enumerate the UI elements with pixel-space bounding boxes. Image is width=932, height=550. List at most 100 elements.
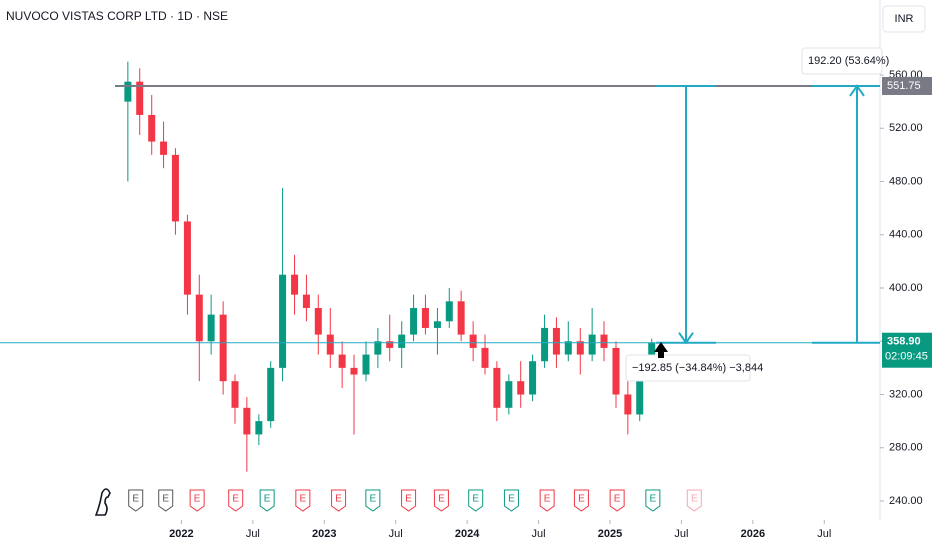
candle-body [267, 367, 275, 422]
event-marker[interactable] [158, 489, 174, 512]
y-tick-label: 240.00 [889, 495, 923, 507]
event-label: E [614, 494, 621, 505]
candle-body [529, 361, 537, 395]
candle-body [552, 327, 560, 355]
event-label: E [370, 494, 377, 505]
event-label: E [544, 494, 551, 505]
candle-body [314, 307, 322, 335]
candle-body [457, 301, 465, 335]
y-tick-label: 480.00 [889, 175, 923, 187]
candle-body [291, 274, 299, 295]
event-marker[interactable] [539, 489, 555, 512]
candle-body [374, 341, 382, 355]
x-tick-label: 2022 [169, 528, 193, 540]
candle-body [302, 294, 310, 308]
event-label: E [232, 494, 239, 505]
event-marker[interactable] [228, 489, 244, 512]
candle-body [445, 301, 453, 322]
y-tick-label: 320.00 [889, 388, 923, 400]
currency-label: INR [895, 13, 914, 25]
event-label: E [438, 494, 445, 505]
chart-title: NUVOCO VISTAS CORP LTD · 1D · NSE [6, 9, 228, 23]
event-marker[interactable] [645, 489, 661, 512]
event-label: E [405, 494, 412, 505]
candle-body [350, 367, 358, 375]
y-tick-label: 440.00 [889, 229, 923, 241]
candle-body [231, 381, 239, 408]
event-label: E [472, 494, 479, 505]
event-marker[interactable] [573, 489, 589, 512]
event-marker[interactable] [259, 489, 275, 512]
candle-body [636, 374, 644, 415]
measure-label: −192.85 (−34.84%) −3,844 [632, 362, 763, 374]
x-tick-label: Jul [674, 528, 688, 540]
candle-body [124, 81, 132, 102]
measure-label: 192.20 (53.64%) [808, 55, 889, 67]
candle-body [410, 307, 418, 335]
candle-body [160, 141, 168, 155]
x-tick-label: Jul [817, 528, 831, 540]
y-tick-label: 280.00 [889, 442, 923, 454]
candle-body [469, 334, 477, 348]
event-label: E [578, 494, 585, 505]
logo[interactable] [94, 488, 111, 516]
candle-body [517, 381, 525, 395]
candle-body [433, 321, 441, 328]
x-tick-label: 2024 [455, 528, 480, 540]
measure-box [625, 354, 751, 382]
measure-arrow [849, 84, 865, 97]
event-label: E [508, 494, 515, 505]
event-marker[interactable] [295, 489, 311, 512]
event-marker[interactable] [686, 489, 702, 512]
y-tick-label: 520.00 [889, 122, 923, 134]
event-marker[interactable] [365, 489, 381, 512]
x-tick-label: Jul [532, 528, 546, 540]
candle-body [195, 294, 203, 342]
event-label: E [335, 494, 342, 505]
candle-body [148, 114, 156, 142]
candle-body [207, 314, 215, 342]
y-tick-label: 400.00 [889, 282, 923, 294]
candle-body [541, 327, 549, 362]
candle-body [279, 274, 287, 368]
event-marker[interactable] [331, 489, 347, 512]
price-tag-label: 551.75 [887, 80, 921, 92]
event-marker[interactable] [128, 489, 144, 512]
candle-body [338, 354, 346, 368]
candle-body [421, 307, 429, 328]
event-label: E [300, 494, 307, 505]
event-marker[interactable] [189, 489, 205, 512]
event-label: E [132, 494, 139, 505]
price-tag-label: 358.90 [887, 336, 921, 348]
candle-body [326, 334, 334, 355]
candle-body [243, 407, 251, 435]
event-marker[interactable] [433, 489, 449, 512]
event-marker[interactable] [503, 489, 519, 512]
candle-body [255, 421, 263, 435]
candle-body [564, 341, 572, 355]
candle-body [171, 154, 179, 222]
event-marker[interactable] [468, 489, 484, 512]
event-marker[interactable] [401, 489, 417, 512]
x-tick-label: Jul [246, 528, 260, 540]
event-label: E [194, 494, 201, 505]
event-label: E [162, 494, 169, 505]
event-label: E [650, 494, 657, 505]
candle-body [136, 81, 144, 115]
currency-button[interactable] [882, 5, 926, 33]
candle-body [386, 341, 394, 348]
candle-body [398, 334, 406, 348]
cursor-arrow [654, 342, 668, 358]
x-tick-label: 2023 [312, 528, 336, 540]
candle-body [576, 341, 584, 355]
candle-body [588, 334, 596, 355]
event-label: E [691, 494, 698, 505]
event-marker[interactable] [609, 489, 625, 512]
x-tick-label: Jul [389, 528, 403, 540]
candle-body [493, 367, 501, 408]
x-tick-label: 2025 [598, 528, 622, 540]
candle-body [624, 394, 632, 415]
price-tag [882, 332, 932, 368]
candle-body [600, 334, 608, 348]
